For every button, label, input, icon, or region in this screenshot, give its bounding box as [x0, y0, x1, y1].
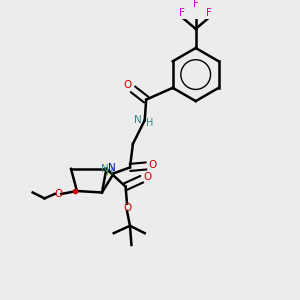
Text: F: F: [206, 8, 212, 18]
Text: O: O: [148, 160, 156, 170]
Text: F: F: [179, 8, 185, 18]
Text: O: O: [143, 172, 152, 182]
Text: F: F: [193, 0, 199, 9]
Text: O: O: [124, 80, 132, 90]
Text: N: N: [108, 163, 116, 173]
Text: O: O: [123, 203, 131, 213]
Text: N: N: [134, 115, 142, 125]
Text: H: H: [146, 118, 153, 128]
Text: N: N: [101, 164, 109, 174]
Text: O: O: [55, 189, 63, 199]
Text: H: H: [106, 167, 114, 177]
